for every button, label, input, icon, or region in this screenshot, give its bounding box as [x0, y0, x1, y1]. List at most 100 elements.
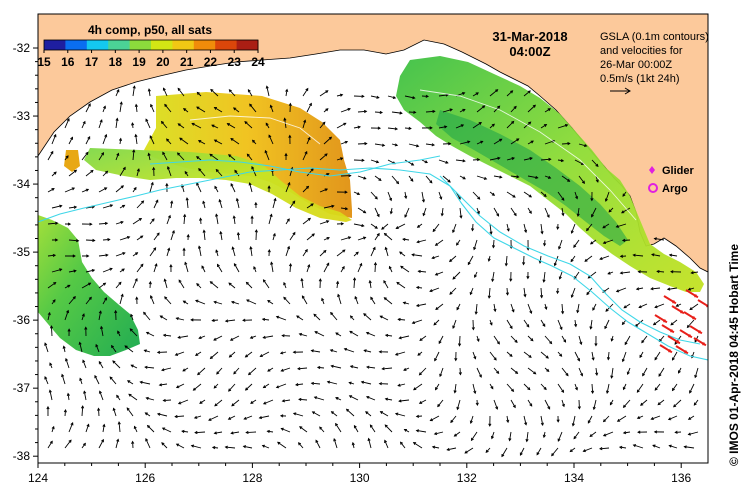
velocity-arrow [126, 407, 134, 417]
velocity-arrow [618, 445, 627, 449]
velocity-arrow [523, 383, 531, 391]
velocity-arrow [523, 415, 528, 426]
velocity-arrow [348, 381, 355, 385]
velocity-arrow [98, 390, 104, 401]
velocity-arrow [131, 122, 135, 129]
colorbar-segment [129, 40, 138, 50]
colorbar-segment [215, 40, 223, 50]
velocity-arrow [556, 223, 560, 230]
velocity-arrow [246, 299, 257, 305]
velocity-arrow [67, 328, 71, 337]
velocity-arrow [402, 301, 410, 305]
velocity-arrow [353, 94, 365, 98]
colorbar-segment [200, 40, 209, 50]
colorbar-segment [193, 40, 202, 50]
velocity-arrow [152, 166, 156, 177]
velocity-arrow [412, 442, 423, 449]
velocity-arrow [505, 287, 510, 296]
velocity-arrow [616, 415, 627, 422]
velocity-arrow [119, 235, 131, 241]
velocity-arrow [145, 438, 151, 449]
velocity-arrow [149, 181, 154, 193]
velocity-arrow [98, 221, 109, 226]
velocity-arrow [540, 415, 544, 427]
velocity-arrow [622, 431, 631, 435]
velocity-arrow [191, 122, 202, 129]
velocity-arrow [626, 367, 631, 376]
velocity-arrow [302, 217, 312, 225]
velocity-arrow [83, 390, 87, 401]
velocity-arrow [527, 175, 539, 180]
velocity-arrow [183, 213, 187, 225]
x-axis: 124 126 128 130 132 134 136 [28, 463, 692, 485]
velocity-arrow [459, 140, 471, 145]
velocity-arrow [469, 287, 474, 296]
velocity-arrow [544, 175, 552, 179]
velocity-arrow [254, 201, 258, 209]
velocity-arrow [336, 222, 345, 226]
colorbar-segment [151, 40, 159, 50]
velocity-arrow [640, 399, 648, 406]
velocity-arrow [85, 169, 94, 177]
velocity-arrow [621, 351, 627, 363]
velocity-arrow [262, 399, 274, 405]
velocity-arrow [561, 399, 565, 408]
velocity-arrow [674, 335, 682, 345]
velocity-arrow [471, 223, 475, 232]
velocity-arrow [556, 287, 560, 295]
velocity-arrow [265, 85, 270, 97]
velocity-arrow [115, 117, 119, 129]
velocity-arrow [163, 278, 168, 289]
velocity-arrow [670, 270, 682, 274]
velocity-arrow [622, 383, 627, 391]
velocity-arrow [366, 365, 376, 369]
velocity-arrow [315, 439, 321, 449]
velocity-arrow [621, 207, 631, 214]
velocity-arrow [404, 191, 408, 200]
velocity-arrow [132, 217, 143, 225]
velocity-arrow [373, 261, 378, 273]
velocity-arrow [399, 441, 406, 449]
velocity-arrow [542, 431, 546, 439]
colorbar-segment [186, 40, 195, 50]
colorbar-segment [236, 40, 245, 50]
velocity-arrow [491, 239, 496, 249]
velocity-arrow [544, 207, 550, 218]
velocity-arrow [184, 170, 189, 177]
velocity-arrow [408, 143, 420, 148]
velocity-arrow [471, 319, 475, 331]
velocity-arrow [487, 287, 491, 299]
velocity-arrow [590, 191, 594, 202]
velocity-arrow [272, 197, 277, 209]
velocity-arrow [490, 431, 495, 440]
velocity-arrow [130, 364, 138, 369]
velocity-arrow [51, 268, 63, 273]
velocity-arrow [228, 154, 236, 161]
velocity-arrow [687, 287, 695, 291]
velocity-arrow [166, 138, 172, 145]
velocity-arrow [299, 426, 308, 433]
contour-line [419, 89, 637, 221]
colorbar-segment [44, 40, 52, 50]
velocity-arrow [594, 335, 598, 347]
velocity-arrow [378, 350, 389, 354]
velocity-arrow [119, 204, 126, 209]
velocity-arrow [527, 367, 537, 375]
velocity-arrow [374, 175, 382, 181]
colorbar: 4h comp, p50, all sats 15 16 17 18 19 20 21 22 2… [37, 23, 265, 69]
velocity-arrow [472, 351, 477, 360]
contour-line [439, 175, 701, 345]
velocity-arrow [118, 137, 123, 145]
header-time: 04:00Z [509, 44, 550, 59]
velocity-arrow [654, 383, 661, 391]
colorbar-tick-label: 23 [228, 55, 242, 69]
velocity-arrow [201, 265, 206, 273]
velocity-arrow [374, 207, 380, 218]
colorbar-segment [222, 40, 230, 50]
velocity-arrow [64, 187, 76, 193]
velocity-arrow [440, 207, 444, 217]
velocity-arrow [135, 296, 139, 305]
velocity-arrow [316, 365, 325, 370]
velocity-arrow [488, 415, 492, 427]
velocity-arrow [383, 297, 393, 305]
